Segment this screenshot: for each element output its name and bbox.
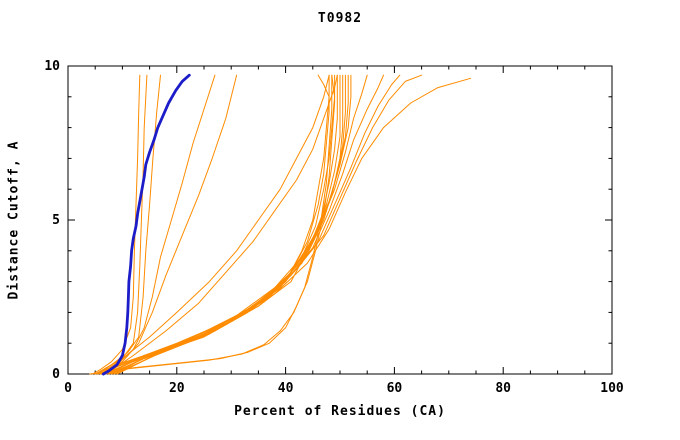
y-tick-label: 0	[52, 367, 60, 382]
model-curve	[92, 74, 141, 375]
highlight-curve	[102, 73, 191, 376]
x-axis-label: Percent of Residues (CA)	[234, 404, 446, 419]
x-tick-label: 100	[600, 381, 624, 396]
model-curve	[89, 74, 333, 375]
x-tick-label: 40	[278, 381, 294, 396]
model-curve	[116, 77, 472, 375]
model-curve	[111, 74, 346, 375]
x-tick-label: 80	[495, 381, 511, 396]
y-axis-label: Distance Cutoff, A	[6, 140, 22, 300]
chart-title: T0982	[317, 11, 363, 26]
x-tick-label: 20	[169, 381, 185, 396]
model-curve	[100, 74, 330, 375]
model-curve	[113, 74, 423, 375]
model-curve	[113, 74, 349, 375]
model-curve	[97, 74, 161, 375]
x-tick-label: 60	[387, 381, 403, 396]
y-tick-label: 5	[52, 213, 60, 228]
y-tick-label: 10	[44, 59, 60, 74]
x-tick-label: 0	[64, 381, 72, 396]
model-curve	[105, 74, 338, 375]
